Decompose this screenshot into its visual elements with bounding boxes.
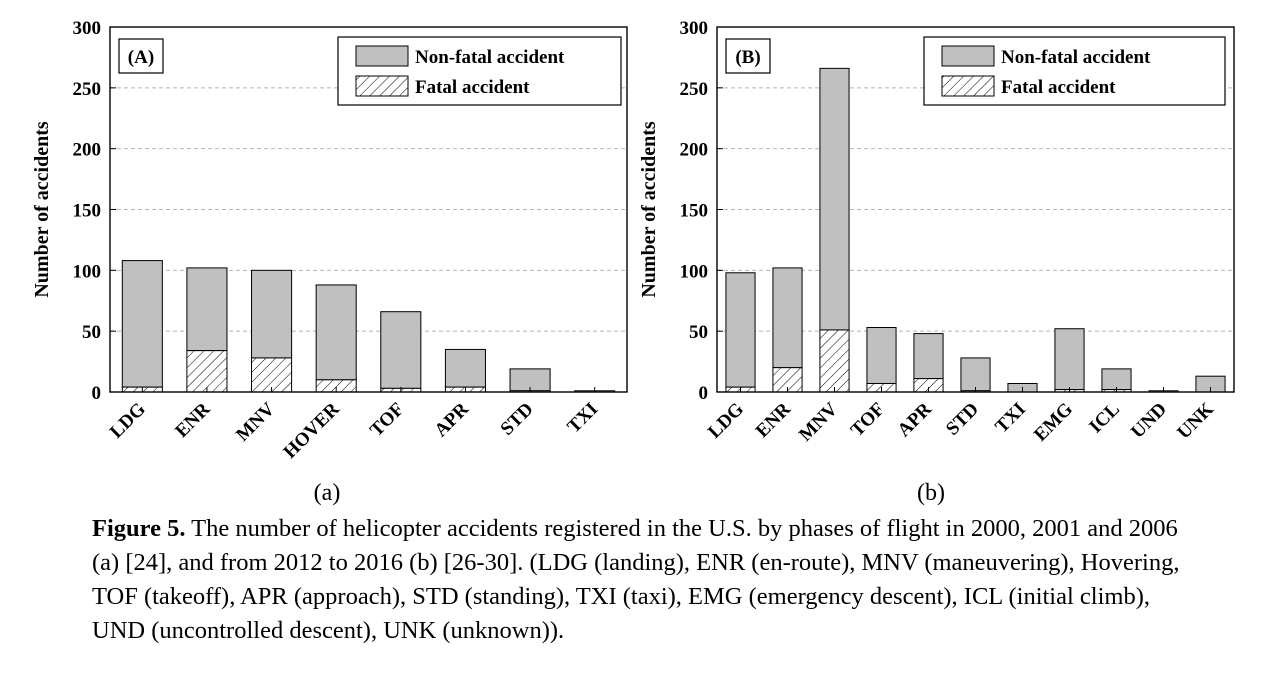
bar-fatal-enr	[186, 350, 228, 393]
plot-frame	[109, 26, 628, 393]
x-tick-label: STD	[942, 399, 983, 440]
bar-non-fatal-mnv	[819, 67, 850, 331]
bar-non-fatal-ldg	[121, 260, 163, 388]
panel-label: (B)	[735, 47, 760, 68]
y-tick-label: 250	[680, 79, 709, 100]
legend: Non-fatal accident Fatal accident	[923, 36, 1226, 106]
x-tick-label: UNK	[1173, 399, 1218, 444]
bar-non-fatal-mnv	[251, 269, 293, 359]
x-tick-label: MNV	[795, 398, 842, 445]
y-tick-label: 100	[73, 261, 102, 282]
bar-non-fatal-std	[960, 357, 991, 392]
panel-sublabel: (a)	[314, 480, 341, 506]
legend-entry: Non-fatal accident	[1001, 47, 1151, 68]
y-axis-label: Number of accidents	[638, 121, 660, 297]
x-tick-label: UND	[1127, 399, 1171, 443]
x-tick-label: TOF	[847, 399, 889, 441]
plot-frame	[716, 26, 1235, 393]
y-axis-label: Number of accidents	[31, 121, 53, 297]
figure-caption: Figure 5. The number of helicopter accid…	[92, 512, 1182, 648]
bar-non-fatal-tof	[380, 311, 422, 389]
x-tick-label: TXI	[991, 399, 1030, 438]
y-tick-label: 150	[680, 201, 709, 222]
x-tick-label: TOF	[366, 399, 408, 441]
chart-panel-1: LDG ENR MNV HOVER TOF APR STD TXI 0 50 100 150 200 25…	[31, 18, 628, 506]
legend-swatch-non-fatal	[941, 45, 995, 67]
bar-non-fatal-icl	[1101, 368, 1132, 391]
y-tick-label: 250	[73, 79, 102, 100]
legend-entry: Fatal accident	[415, 77, 530, 98]
bar-non-fatal-apr	[913, 333, 944, 380]
x-tick-label: TXI	[563, 399, 602, 438]
legend-swatch-fatal	[941, 75, 995, 97]
caption-label: Figure 5.	[92, 515, 186, 542]
legend-swatch-fatal	[355, 75, 409, 97]
chart-panel-2: LDG ENR MNV TOF APR STD TXI EMG ICL UND UNK 0 50 100 1…	[638, 18, 1235, 506]
x-tick-label: MNV	[232, 398, 279, 445]
y-tick-label: 300	[73, 18, 102, 39]
y-tick-label: 0	[92, 383, 102, 404]
bar-non-fatal-tof	[866, 327, 897, 384]
y-tick-label: 100	[680, 261, 709, 282]
bar-non-fatal-enr	[772, 267, 803, 369]
legend-swatch-non-fatal	[355, 45, 409, 67]
x-tick-label: APR	[431, 398, 474, 441]
figure-charts: LDG ENR MNV HOVER TOF APR STD TXI05010015020025…	[31, 18, 1235, 506]
x-tick-label: LDG	[106, 399, 150, 443]
bar-non-fatal-apr	[444, 348, 486, 388]
legend-entry: Fatal accident	[1001, 77, 1116, 98]
bar-non-fatal-emg	[1054, 328, 1085, 391]
legend-entry: Non-fatal accident	[415, 47, 565, 68]
y-tick-label: 50	[82, 322, 101, 343]
x-tick-label: EMG	[1030, 399, 1077, 446]
y-tick-label: 0	[699, 383, 709, 404]
y-tick-label: 150	[73, 201, 102, 222]
bar-non-fatal-enr	[186, 267, 228, 352]
x-tick-label: LDG	[704, 399, 748, 443]
x-tick-label: ICL	[1085, 399, 1124, 438]
bar-fatal-mnv	[251, 357, 293, 393]
x-tick-label: ENR	[171, 398, 214, 441]
y-tick-label: 200	[73, 140, 102, 161]
caption-text: The number of helicopter accidents regis…	[92, 515, 1180, 644]
x-tick-label: STD	[497, 399, 538, 440]
bar-fatal-mnv	[819, 329, 850, 393]
bar-non-fatal-hover	[315, 284, 357, 381]
legend: Non-fatal accident Fatal accident	[337, 36, 622, 106]
y-tick-label: 300	[680, 18, 709, 39]
panel-sublabel: (b)	[917, 480, 945, 506]
panel-label-box	[725, 38, 771, 74]
x-tick-label: APR	[894, 398, 937, 441]
y-tick-label: 50	[689, 322, 708, 343]
x-tick-label: ENR	[752, 398, 795, 441]
x-tick-label: HOVER	[280, 398, 344, 462]
panel-label-box	[118, 38, 164, 74]
panel-label: (A)	[128, 47, 154, 68]
y-tick-label: 200	[680, 140, 709, 161]
bar-non-fatal-ldg	[725, 272, 756, 388]
